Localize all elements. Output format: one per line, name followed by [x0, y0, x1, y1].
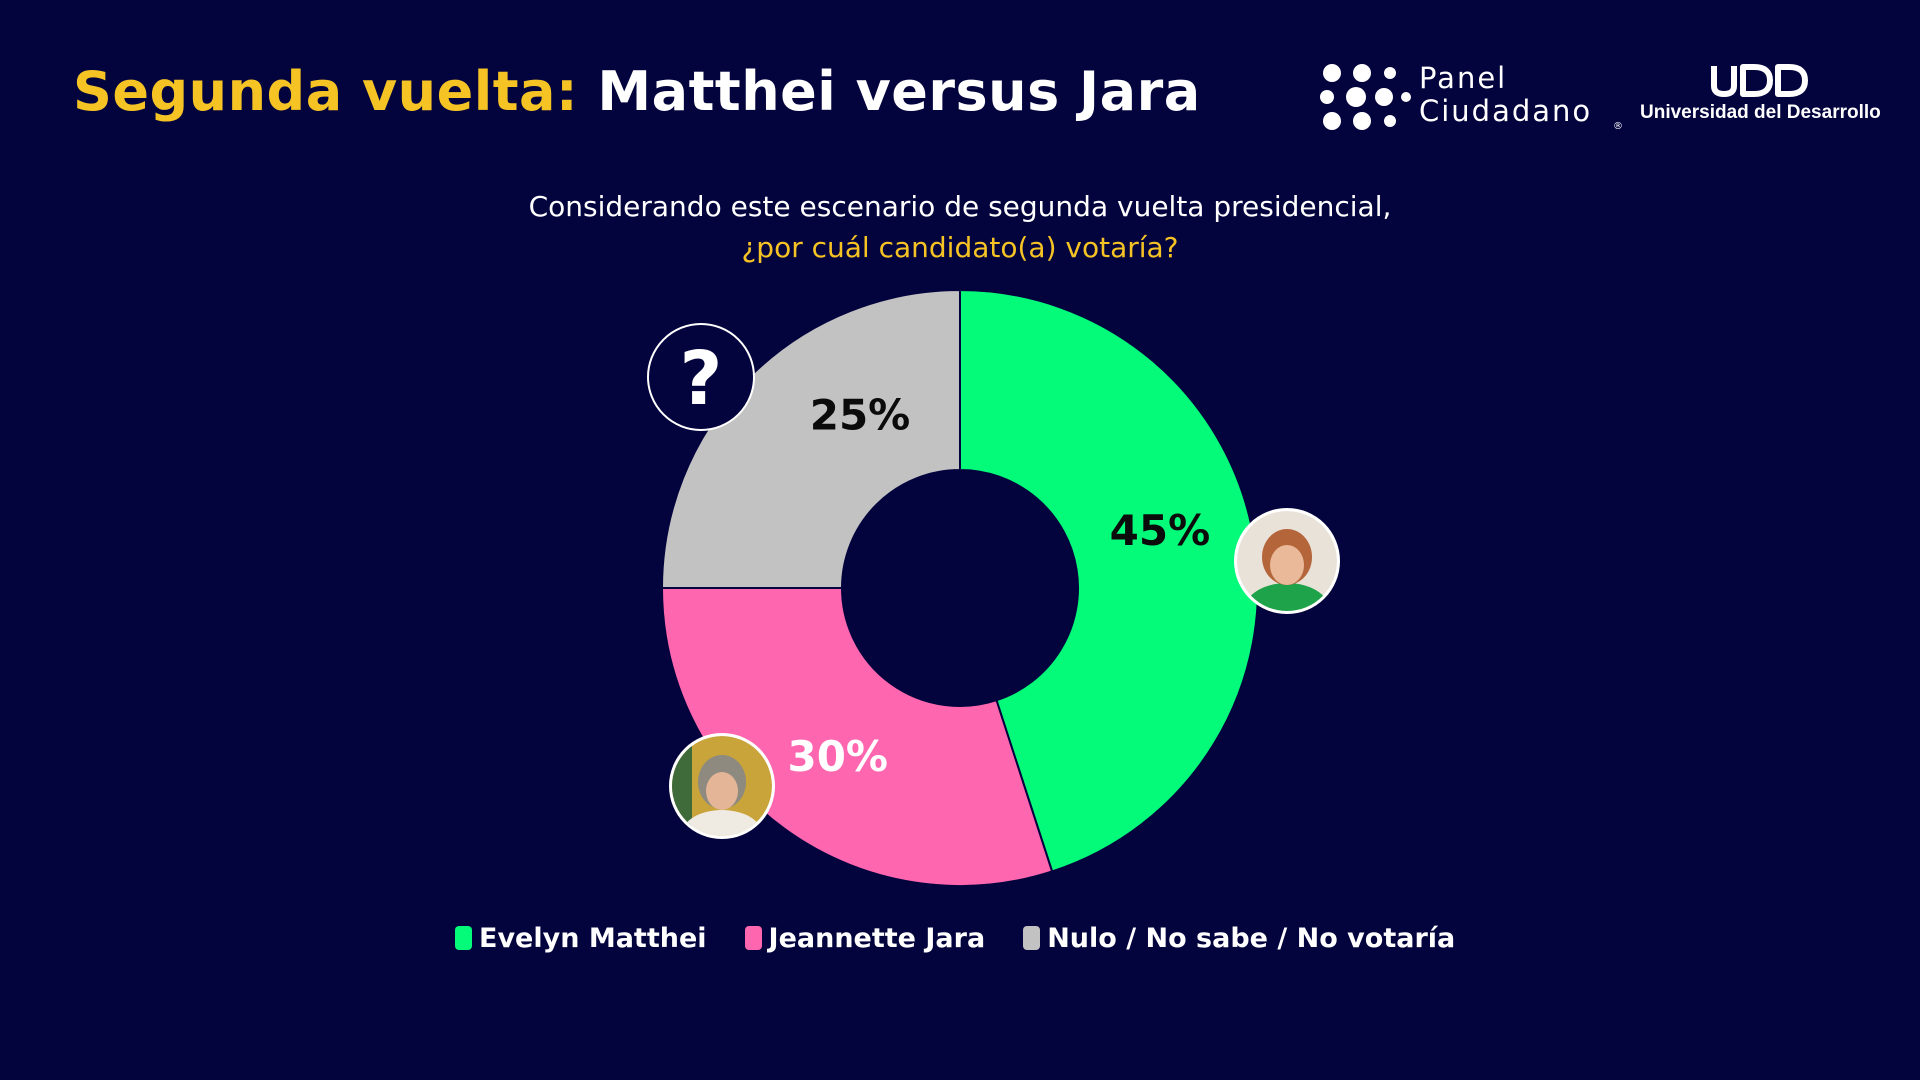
legend-swatch-matthei [455, 926, 472, 950]
udd-logo: Universidad del Desarrollo [1640, 64, 1881, 134]
legend-label-jara: Jeannette Jara [768, 922, 986, 954]
donut-slice-nulo [660, 288, 961, 589]
title-accent: Segunda vuelta: [73, 60, 579, 123]
legend-swatch-jara [744, 926, 762, 950]
slice-label-matthei: 45% [1110, 506, 1211, 555]
slice-label-nulo: 25% [810, 390, 911, 439]
legend-swatch-nulo [1023, 926, 1041, 950]
legend-label-nulo: Nulo / No sabe / No votaría [1047, 922, 1456, 954]
legend-item-jara: Jeannette Jara [744, 922, 986, 954]
page-title: Segunda vuelta: Matthei versus Jara [73, 60, 1201, 123]
panel-wordmark: Panel Ciudadano [1419, 61, 1593, 128]
registered-mark: ® [1613, 121, 1623, 132]
survey-question: Considerando este escenario de segunda v… [0, 186, 1920, 268]
donut-slice-matthei [959, 288, 1259, 873]
udd-monogram-icon [1711, 64, 1808, 98]
title-main: Matthei versus Jara [597, 60, 1201, 123]
legend-item-matthei: Evelyn Matthei [455, 923, 707, 954]
svg-text:?: ? [680, 336, 723, 422]
legend-label-matthei: Evelyn Matthei [479, 922, 707, 954]
udd-name: Universidad del Desarrollo [1640, 102, 1881, 123]
question-line-2: ¿por cuál candidato(a) votaría? [741, 231, 1179, 264]
jara-avatar [669, 733, 775, 839]
question-mark-icon: ? [647, 323, 755, 431]
matthei-avatar [1234, 508, 1340, 614]
panel-dots-icon [1320, 64, 1411, 130]
panel-ciudadano-logo: Panel Ciudadano ® [1318, 60, 1623, 134]
donut-chart: 45% 30% 25% ? [647, 288, 1340, 887]
legend-item-nulo: Nulo / No sabe / No votaría [1023, 923, 1455, 954]
chart-legend: Evelyn Matthei Jeannette Jara Nulo / No … [455, 918, 1455, 958]
slice-label-jara: 30% [787, 732, 888, 781]
question-line-1: Considerando este escenario de segunda v… [528, 190, 1392, 223]
donut-slice-jara [660, 587, 1054, 887]
